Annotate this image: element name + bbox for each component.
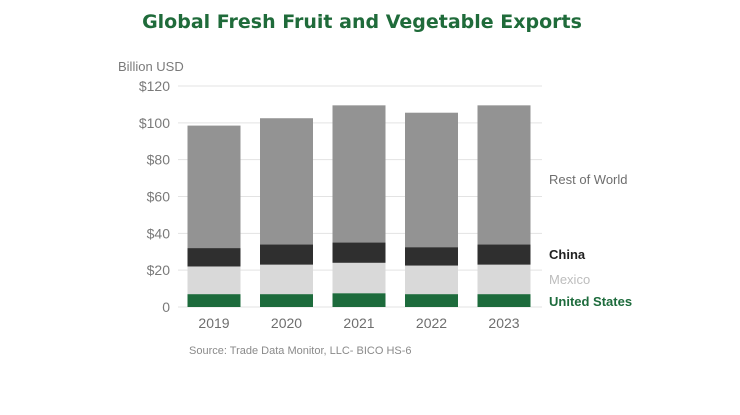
legend-label-china: China	[549, 247, 586, 262]
bar-segment-mexico-2023	[477, 264, 531, 295]
legend-label-mexico: Mexico	[549, 272, 590, 287]
x-tick-label: 2019	[198, 315, 229, 331]
bar-segment-mexico-2022	[405, 265, 458, 295]
bar-segment-rest-of-world-2022	[405, 112, 458, 248]
source-note: Source: Trade Data Monitor, LLC- BICO HS…	[189, 345, 412, 357]
y-tick-label: $100	[139, 115, 170, 131]
bar-segment-china-2019	[187, 248, 241, 267]
y-tick-label: 0	[162, 299, 170, 315]
bar-segment-rest-of-world-2019	[187, 125, 241, 249]
y-tick-label: $60	[147, 189, 171, 205]
bar-segment-mexico-2019	[187, 266, 241, 295]
bar-segment-china-2020	[260, 244, 313, 265]
bar-segment-china-2023	[477, 244, 531, 265]
bar-segment-united-states-2021	[332, 293, 386, 307]
y-tick-label: $80	[147, 152, 171, 168]
bar-segment-united-states-2019	[187, 294, 241, 307]
y-tick-label: $120	[139, 78, 170, 94]
legend: United States Mexico China Rest of World	[549, 172, 632, 309]
x-axis-ticks: 2019 2020 2021 2022 2023	[198, 315, 519, 331]
x-tick-label: 2021	[343, 315, 374, 331]
legend-label-rest-of-world: Rest of World	[549, 172, 628, 187]
bar-segment-rest-of-world-2023	[477, 105, 531, 245]
legend-label-united-states: United States	[549, 294, 632, 309]
bar-segment-china-2021	[332, 242, 386, 263]
bar-segment-china-2022	[405, 247, 458, 266]
bar-segment-united-states-2023	[477, 294, 531, 307]
bar-segment-mexico-2020	[260, 264, 313, 295]
bar-segment-united-states-2022	[405, 294, 458, 307]
bar-segment-mexico-2021	[332, 262, 386, 294]
bar-segment-rest-of-world-2021	[332, 105, 386, 243]
x-tick-label: 2023	[488, 315, 519, 331]
x-tick-label: 2020	[271, 315, 302, 331]
y-axis-ticks: 0 $20 $40 $60 $80 $100 $120	[139, 78, 170, 315]
y-tick-label: $40	[147, 225, 171, 241]
bar-segment-rest-of-world-2020	[260, 118, 313, 245]
x-tick-label: 2022	[416, 315, 447, 331]
y-tick-label: $20	[147, 262, 171, 278]
bars	[187, 105, 531, 307]
y-axis-label: Billion USD	[118, 59, 184, 74]
bar-segment-united-states-2020	[260, 294, 313, 307]
chart-title: Global Fresh Fruit and Vegetable Exports	[142, 11, 582, 33]
